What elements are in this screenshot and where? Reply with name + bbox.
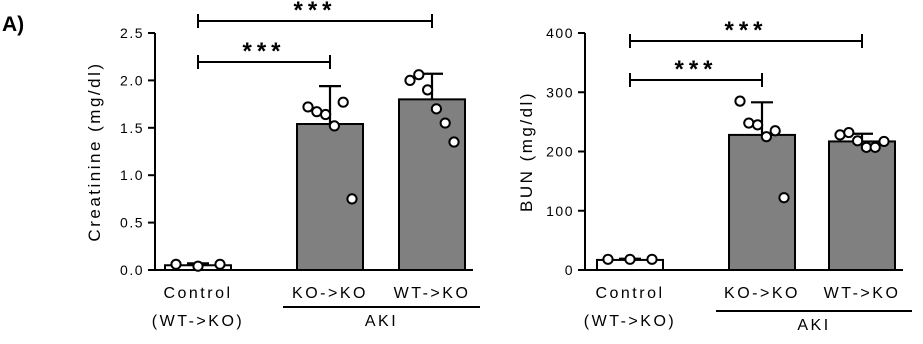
data-point — [843, 126, 855, 139]
significance-label: *** — [242, 38, 285, 65]
data-point — [448, 136, 460, 148]
category-label: KO->KO — [724, 285, 800, 302]
group-label: AKI — [365, 313, 398, 330]
data-point — [743, 117, 755, 129]
y-tick-label: 400 — [546, 25, 574, 41]
category-sublabel: (WT->KO) — [584, 313, 676, 330]
category-label: WT->KO — [394, 285, 471, 302]
y-tick-label: 0.0 — [120, 262, 144, 278]
data-point — [346, 193, 358, 205]
data-point — [214, 258, 226, 270]
y-axis-label: Creatinine (mg/dl) — [85, 61, 104, 241]
y-tick-label: 0 — [565, 262, 574, 278]
wt-ko-bar — [828, 140, 896, 271]
category-label: KO->KO — [292, 285, 368, 302]
data-point — [328, 120, 340, 132]
significance-label: *** — [724, 17, 767, 44]
data-point — [624, 253, 636, 265]
data-point — [192, 260, 204, 272]
data-point — [646, 253, 658, 265]
y-axis-label: BUN (mg/dl) — [517, 91, 536, 212]
creatinine-chart: 0.0 0.5 1.0 1.5 2.0 2.5 Creatinine (mg/dl) Cont… — [85, 0, 480, 330]
y-tick-label: 2.0 — [120, 72, 144, 88]
y-tick-label: 1.5 — [120, 120, 144, 136]
category-label: Control — [163, 285, 232, 302]
data-point — [439, 117, 451, 129]
data-point — [413, 69, 425, 81]
data-point — [834, 129, 846, 141]
data-point — [422, 84, 434, 96]
data-point — [602, 253, 614, 265]
y-tick-label: 0.5 — [120, 215, 144, 231]
bun-chart: 0 100 200 300 400 BUN (mg/dl) Control KO->KO WT-… — [517, 17, 912, 334]
category-sublabel: (WT->KO) — [152, 313, 244, 330]
wt-ko-bar — [398, 98, 466, 271]
data-point — [778, 192, 790, 204]
y-tick-label: 200 — [546, 144, 574, 160]
category-label: Control — [595, 285, 664, 302]
data-point — [769, 125, 781, 137]
data-point — [734, 95, 746, 107]
data-point — [852, 135, 864, 147]
data-point — [170, 258, 182, 270]
data-point — [752, 119, 764, 131]
y-tick-label: 1.0 — [120, 167, 144, 183]
data-point — [430, 103, 442, 115]
data-point — [869, 141, 881, 153]
panel-label: A) — [2, 13, 24, 36]
data-point — [320, 108, 332, 121]
significance-label: *** — [674, 56, 717, 83]
category-label: WT->KO — [824, 285, 901, 302]
significance-label: *** — [293, 0, 336, 24]
data-point — [878, 135, 890, 148]
y-tick-label: 300 — [546, 84, 574, 100]
group-label: AKI — [797, 317, 830, 334]
data-point — [404, 74, 416, 87]
data-point — [302, 101, 314, 113]
data-point — [337, 96, 349, 108]
y-tick-label: 100 — [546, 203, 574, 219]
y-tick-label: 2.5 — [120, 25, 144, 41]
data-point — [760, 131, 773, 143]
